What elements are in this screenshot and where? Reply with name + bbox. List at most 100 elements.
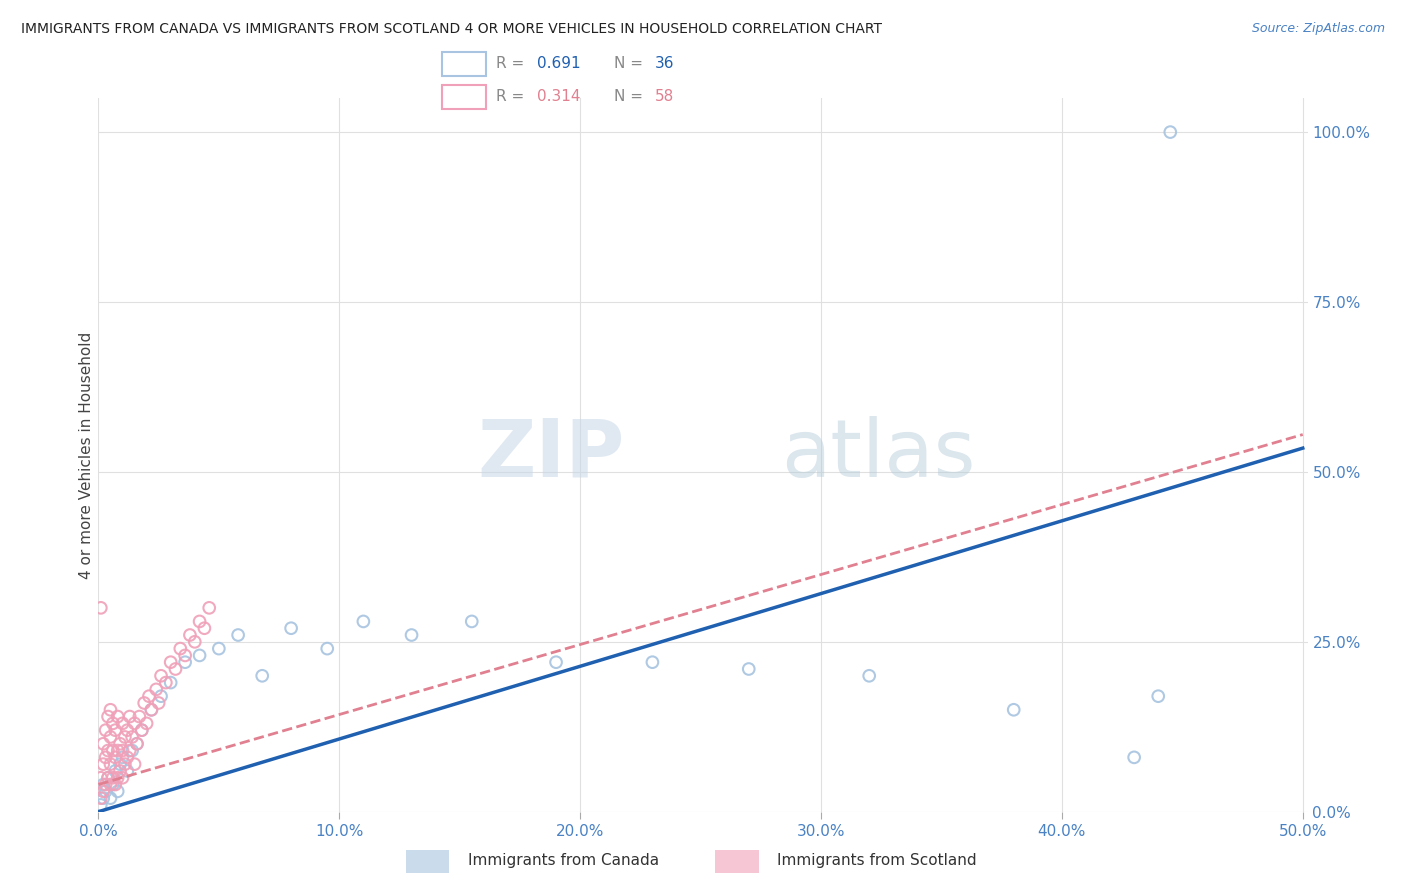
Point xyxy=(94,723,117,738)
Text: Source: ZipAtlas.com: Source: ZipAtlas.com xyxy=(1251,22,1385,36)
Point xyxy=(226,628,249,642)
Point xyxy=(90,600,112,615)
Point xyxy=(858,669,880,683)
Point xyxy=(250,669,273,683)
Point xyxy=(107,743,129,757)
Point xyxy=(97,771,120,785)
Point xyxy=(111,750,134,764)
Point xyxy=(134,696,156,710)
Point xyxy=(461,615,484,629)
Point xyxy=(544,655,567,669)
Point xyxy=(107,709,129,723)
Point xyxy=(179,628,201,642)
Point xyxy=(91,791,114,805)
Point xyxy=(1159,125,1181,139)
Point xyxy=(108,757,131,772)
Point xyxy=(94,784,117,798)
Point xyxy=(118,709,141,723)
Point xyxy=(117,764,139,778)
Point xyxy=(111,743,134,757)
Point xyxy=(125,737,148,751)
Point xyxy=(208,641,231,656)
Point xyxy=(738,662,761,676)
Text: N =: N = xyxy=(614,89,648,103)
Point xyxy=(1002,703,1025,717)
Point xyxy=(101,778,124,792)
Point xyxy=(90,771,112,785)
Point xyxy=(117,723,139,738)
Point xyxy=(118,743,141,757)
Point xyxy=(174,655,197,669)
Point xyxy=(124,716,146,731)
Text: ZIP: ZIP xyxy=(477,416,624,494)
Point xyxy=(128,709,150,723)
FancyBboxPatch shape xyxy=(716,850,759,872)
Point xyxy=(138,689,160,703)
Point xyxy=(114,730,136,744)
Point xyxy=(107,784,129,798)
Text: 0.691: 0.691 xyxy=(537,56,581,71)
Point xyxy=(184,635,207,649)
Point xyxy=(101,743,124,757)
Text: 0.314: 0.314 xyxy=(537,89,581,103)
Point xyxy=(124,757,146,772)
Point xyxy=(193,621,215,635)
Point xyxy=(97,709,120,723)
Text: R =: R = xyxy=(496,89,530,103)
Point xyxy=(148,696,170,710)
Point xyxy=(121,730,143,744)
Point xyxy=(174,648,197,663)
Point xyxy=(94,750,117,764)
Point xyxy=(100,730,122,744)
Point xyxy=(91,737,114,751)
Point xyxy=(91,784,114,798)
Point xyxy=(145,682,167,697)
Text: IMMIGRANTS FROM CANADA VS IMMIGRANTS FROM SCOTLAND 4 OR MORE VEHICLES IN HOUSEHO: IMMIGRANTS FROM CANADA VS IMMIGRANTS FRO… xyxy=(21,22,882,37)
Point xyxy=(91,757,114,772)
Point xyxy=(131,723,153,738)
Point xyxy=(401,628,423,642)
Text: Immigrants from Scotland: Immigrants from Scotland xyxy=(778,854,977,868)
Point xyxy=(125,737,148,751)
Point xyxy=(1123,750,1146,764)
Point xyxy=(165,662,187,676)
Point xyxy=(1147,689,1170,703)
Point xyxy=(641,655,664,669)
Point xyxy=(316,641,339,656)
Point xyxy=(198,600,221,615)
FancyBboxPatch shape xyxy=(406,850,450,872)
Point xyxy=(108,764,131,778)
Point xyxy=(155,675,177,690)
Point xyxy=(97,743,120,757)
Point xyxy=(101,771,124,785)
Point xyxy=(150,669,173,683)
Text: atlas: atlas xyxy=(782,416,976,494)
Point xyxy=(107,771,129,785)
Point xyxy=(108,737,131,751)
Point xyxy=(141,703,163,717)
Point xyxy=(100,757,122,772)
Y-axis label: 4 or more Vehicles in Household: 4 or more Vehicles in Household xyxy=(79,331,94,579)
Point xyxy=(111,716,134,731)
Point xyxy=(114,757,136,772)
Point xyxy=(159,675,181,690)
Point xyxy=(104,750,127,764)
Point xyxy=(280,621,302,635)
Point xyxy=(100,778,122,792)
Text: 36: 36 xyxy=(655,56,675,71)
Text: R =: R = xyxy=(496,56,530,71)
Text: Immigrants from Canada: Immigrants from Canada xyxy=(468,854,659,868)
Point xyxy=(90,791,112,805)
Point xyxy=(135,716,157,731)
Point xyxy=(150,689,173,703)
Point xyxy=(169,641,191,656)
Point xyxy=(100,703,122,717)
Point xyxy=(90,797,112,812)
Text: N =: N = xyxy=(614,56,648,71)
Point xyxy=(121,743,143,757)
Point xyxy=(352,615,374,629)
Point xyxy=(104,778,127,792)
Point xyxy=(188,648,211,663)
Point xyxy=(111,771,134,785)
Point xyxy=(188,615,211,629)
